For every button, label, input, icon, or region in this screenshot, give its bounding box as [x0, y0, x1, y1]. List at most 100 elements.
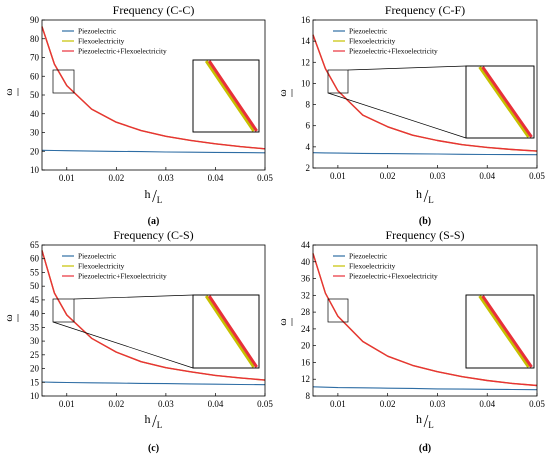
chart-panel: Frequency (C-F) 2 4 6 8 10 12 14 16 0.01 0.02 0.03 0… [277, 3, 545, 227]
y-tick-label: 20 [301, 341, 311, 351]
zoom-guide-line [52, 321, 194, 369]
y-axis-label: ω [3, 314, 15, 321]
y-tick-label: 14 [301, 36, 311, 46]
inset-series-line [478, 295, 530, 368]
x-tick-label: 0.05 [257, 173, 273, 183]
series-line [312, 253, 538, 387]
series-line [312, 34, 538, 152]
zoom-guide-line [347, 65, 467, 71]
plot-frame [41, 244, 266, 397]
y-tick-label: 10 [301, 78, 311, 88]
y-tick-label: 36 [301, 274, 311, 284]
plot-frame [312, 19, 538, 169]
zoom-inset-border [465, 65, 535, 139]
y-tick-label: 30 [30, 128, 40, 138]
y-tick-label: 12 [301, 57, 310, 67]
legend-label: Piezoelectric [78, 27, 117, 36]
x-tick-label: 0.05 [529, 171, 545, 181]
zoom-selection-box [327, 298, 349, 323]
y-tick-label: 45 [30, 295, 40, 305]
chart-title: Frequency (C-C) [113, 3, 195, 17]
legend-label: Piezoelectric [349, 27, 388, 36]
x-axis-label-h: h [416, 187, 422, 201]
x-tick-label: 0.03 [158, 173, 174, 183]
y-tick-label: 32 [301, 290, 310, 300]
y-tick-label: 10 [30, 391, 40, 401]
zoom-guide-line [73, 294, 194, 300]
inset-series-line [481, 66, 533, 138]
inset-series-line [207, 295, 258, 368]
y-tick-label: 8 [306, 391, 311, 401]
y-tick-label: 60 [30, 254, 40, 264]
x-tick-label: 0.03 [158, 399, 174, 409]
x-tick-label: 0.04 [208, 173, 224, 183]
legend-label: Flexoelectricity [349, 37, 396, 46]
x-axis-label-slash [423, 189, 429, 203]
x-axis-label-h: h [145, 412, 151, 426]
x-axis-label-h: h [416, 412, 422, 426]
panel-label: (a) [148, 216, 160, 227]
y-tick-label: 15 [30, 377, 40, 387]
inset-series-line [207, 60, 258, 132]
zoom-inset-border [192, 59, 260, 133]
series-line [312, 152, 538, 156]
y-tick-label: 16 [301, 357, 311, 367]
y-axis-label: ω [3, 88, 15, 95]
chart-panel: Frequency (C-C) 10 20 30 40 50 60 70 80 90 0.01 0.0… [3, 3, 273, 227]
y-tick-label: 20 [30, 364, 40, 374]
legend-label: Piezoelectric+Flexoelectricity [349, 272, 438, 281]
series-line [41, 381, 266, 386]
legend-label: Piezoelectric+Flexoelectricity [78, 272, 167, 281]
y-tick-label: 80 [30, 34, 40, 44]
y-tick-label: 40 [30, 309, 40, 319]
y-tick-label: 20 [30, 146, 40, 156]
series-line [41, 149, 266, 154]
y-axis-label: ω [277, 89, 289, 96]
x-tick-label: 0.03 [430, 399, 446, 409]
x-axis-label-slash [152, 414, 157, 428]
y-tick-label: 90 [30, 15, 40, 25]
legend-label: Flexoelectricity [78, 37, 125, 46]
zoom-inset-border [192, 294, 260, 369]
y-tick-label: 50 [30, 90, 40, 100]
y-tick-label: 16 [301, 15, 311, 25]
x-tick-label: 0.03 [430, 171, 446, 181]
y-axis-label: ω [277, 318, 289, 325]
zoom-inset-border [465, 294, 535, 369]
x-tick-label: 0.04 [208, 399, 224, 409]
y-tick-label: 2 [306, 163, 311, 173]
x-tick-label: 0.01 [59, 399, 75, 409]
y-tick-label: 60 [30, 71, 40, 81]
series-line [41, 250, 266, 381]
x-axis-label-l: L [157, 195, 163, 205]
y-tick-label: 35 [30, 322, 40, 332]
y-tick-label: 50 [30, 281, 40, 291]
zoom-selection-box [52, 298, 75, 323]
y-tick-label: 24 [301, 324, 311, 334]
inset-series-line [481, 295, 533, 368]
y-tick-label: 55 [30, 267, 40, 277]
zoom-selection-box [327, 69, 349, 94]
y-tick-label: 40 [30, 109, 40, 119]
y-tick-label: 6 [306, 121, 311, 131]
x-tick-label: 0.05 [529, 399, 545, 409]
x-tick-label: 0.02 [108, 399, 124, 409]
zoom-selection-box [52, 69, 75, 94]
chart-title: Frequency (C-S) [113, 228, 193, 242]
x-tick-label: 0.01 [59, 173, 75, 183]
legend-label: Flexoelectricity [349, 262, 396, 271]
x-tick-label: 0.05 [257, 399, 273, 409]
legend-label: Flexoelectricity [78, 262, 125, 271]
x-axis-label-h: h [145, 187, 151, 201]
chart-panel: Frequency (S-S) 8 12 16 20 24 28 32 36 40 44 0.01 0.… [277, 228, 545, 454]
panel-label: (d) [419, 443, 431, 454]
series-line [41, 26, 266, 150]
panel-label: (c) [148, 443, 159, 454]
y-tick-label: 12 [301, 374, 310, 384]
x-axis-label-l: L [157, 420, 163, 430]
y-tick-label: 30 [30, 336, 40, 346]
y-tick-label: 25 [30, 350, 40, 360]
x-tick-label: 0.02 [380, 171, 396, 181]
panel-label: (b) [419, 216, 431, 227]
